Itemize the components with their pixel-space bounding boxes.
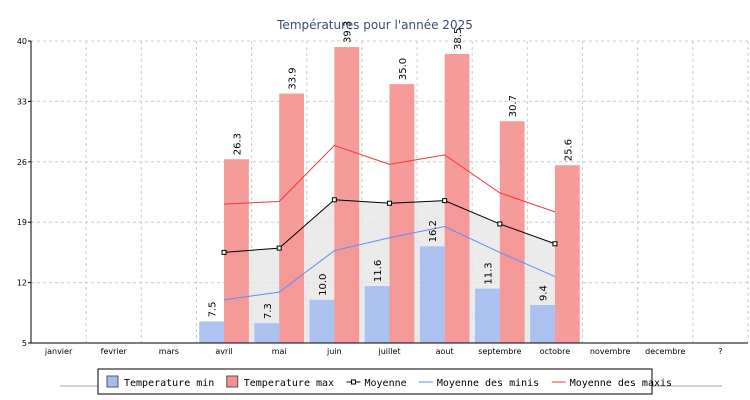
y-tick-label: 33 <box>17 97 27 106</box>
bar-temperature-max <box>554 165 580 343</box>
x-tick-label: octobre <box>540 347 571 356</box>
value-label-min: 11.6 <box>373 260 384 282</box>
value-label-max: 26.3 <box>232 133 243 155</box>
bar-temperature-min <box>309 299 335 343</box>
axes: 5 12 19 26 33 40 janvier fevrier mars avril mai jui… <box>17 37 748 356</box>
x-tick-label: mai <box>272 347 287 356</box>
value-label-min: 9.4 <box>539 285 550 301</box>
grid <box>30 40 749 344</box>
line-moyenne-marker <box>221 249 227 255</box>
line-moyenne-marker <box>442 198 448 204</box>
line-moyenne-marker <box>276 245 282 251</box>
legend-label: Moyenne des maxis <box>570 378 672 389</box>
line-moyenne-marker <box>387 200 392 206</box>
x-tick-label: juin <box>326 347 342 356</box>
bar-temperature-min <box>530 305 555 343</box>
value-label-max: 25.6 <box>563 139 574 161</box>
x-tick-label: avril <box>215 347 232 356</box>
legend-swatch <box>106 375 119 388</box>
value-labels: 7.5 7.3 10.0 11.6 16.2 11.3 9.4 26.3 33.9 39.3 35.… <box>208 21 575 319</box>
x-tick-label: aout <box>436 347 454 356</box>
legend-marker <box>351 379 356 385</box>
legend-swatch <box>226 375 239 388</box>
x-tick-label: juillet <box>377 347 400 356</box>
value-label-max: 33.9 <box>288 67 299 89</box>
bar-temperature-max <box>334 47 360 343</box>
y-tick-label: 40 <box>17 37 27 46</box>
bar-temperature-min <box>254 323 280 343</box>
value-label-min: 16.2 <box>428 220 439 242</box>
y-tick-label: 26 <box>17 158 27 167</box>
bar-temperature-max <box>499 121 525 343</box>
x-tick-label: fevrier <box>101 347 128 356</box>
legend-label: Temperature max <box>244 378 334 389</box>
line-moyenne-minis <box>223 225 556 301</box>
bar-temperature-min <box>199 321 225 343</box>
y-tick-label: 12 <box>17 279 27 288</box>
bar-temperature-min <box>474 288 500 343</box>
bar-temperature-min <box>419 246 445 343</box>
x-tick-label: mars <box>159 347 179 356</box>
x-tick-label: septembre <box>478 347 521 356</box>
y-tick-label: 19 <box>17 218 27 227</box>
legend-label: Temperature min <box>124 378 214 389</box>
line-moyenne-maxis <box>224 144 556 213</box>
bar-temperature-max <box>279 93 305 344</box>
value-label-min: 11.3 <box>483 262 494 284</box>
value-label-max: 30.7 <box>508 95 519 117</box>
line-moyenne-marker <box>552 241 558 247</box>
lines <box>221 144 558 301</box>
bars <box>199 47 580 344</box>
x-tick-label: novembre <box>590 347 631 356</box>
legend-label: Moyenne <box>365 378 407 389</box>
value-label-min: 7.3 <box>263 303 274 319</box>
x-tick-label: decembre <box>645 347 685 356</box>
legend: Temperature min Temperature max Moyenne Moy… <box>60 368 722 395</box>
line-moyenne-marker <box>331 197 337 203</box>
bar-temperature-min <box>364 286 390 343</box>
chart-title: Températures pour l'année 2025 <box>276 18 473 32</box>
y-tick-label: 5 <box>22 339 27 348</box>
bar-temperature-max <box>444 53 470 343</box>
x-tick-label: ? <box>718 347 722 356</box>
value-label-max: 38.5 <box>453 28 464 50</box>
x-tick-label: janvier <box>44 347 73 356</box>
bar-temperature-max <box>389 84 415 344</box>
legend-label: Moyenne des minis <box>437 378 539 389</box>
value-label-max: 35.0 <box>398 58 409 80</box>
line-moyenne-marker <box>497 221 503 227</box>
value-label-min: 7.5 <box>208 302 219 318</box>
value-label-max: 39.3 <box>343 21 354 43</box>
value-label-min: 10.0 <box>318 274 329 296</box>
